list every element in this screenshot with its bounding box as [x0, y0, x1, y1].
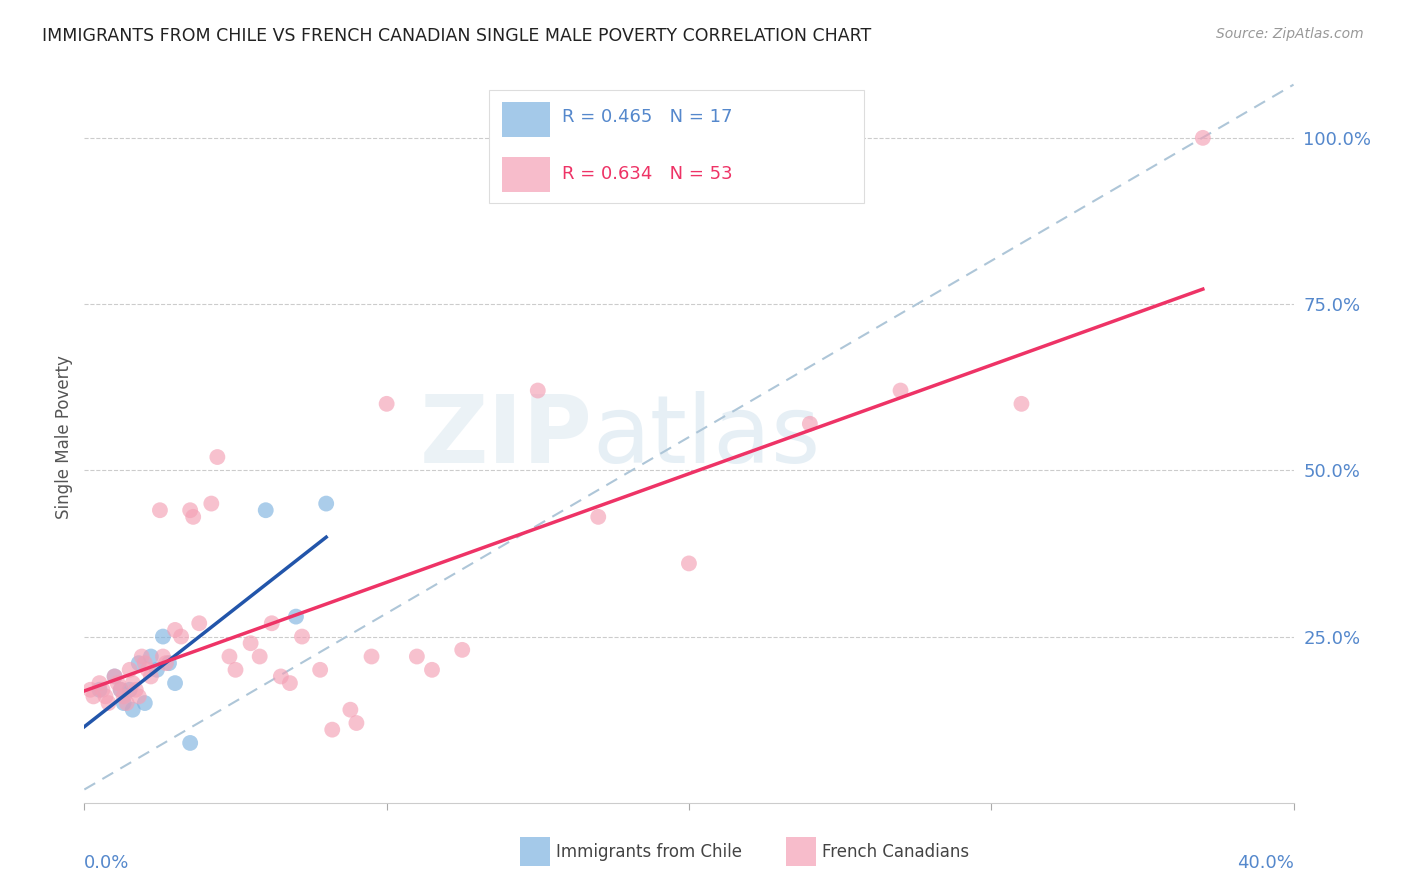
Point	[278, 676, 301, 690]
Text: 40.0%: 40.0%	[1237, 854, 1294, 872]
Point	[89, 676, 111, 690]
Bar	[520, 838, 550, 866]
FancyBboxPatch shape	[489, 90, 865, 203]
Point	[128, 690, 150, 704]
Bar	[786, 838, 815, 866]
Point	[136, 663, 159, 677]
Text: atlas: atlas	[592, 391, 821, 483]
Point	[181, 509, 204, 524]
Y-axis label: Single Male Poverty: Single Male Poverty	[55, 355, 73, 519]
Point	[146, 663, 169, 677]
Point	[112, 690, 135, 704]
Point	[225, 663, 247, 677]
Point	[270, 669, 292, 683]
Point	[112, 696, 135, 710]
Point	[134, 656, 156, 670]
Point	[291, 630, 314, 644]
Point	[207, 450, 229, 464]
Point	[360, 649, 382, 664]
Point	[799, 417, 821, 431]
Text: Immigrants from Chile: Immigrants from Chile	[555, 843, 742, 861]
Point	[249, 649, 271, 664]
Point	[315, 497, 337, 511]
Text: ZIP: ZIP	[419, 391, 592, 483]
Point	[152, 649, 174, 664]
Point	[94, 690, 117, 704]
Point	[890, 384, 912, 398]
Point	[339, 703, 361, 717]
Bar	[502, 157, 550, 192]
Point	[97, 696, 120, 710]
Text: Source: ZipAtlas.com: Source: ZipAtlas.com	[1216, 27, 1364, 41]
Point	[165, 623, 187, 637]
Point	[285, 609, 308, 624]
Point	[527, 384, 550, 398]
Point	[139, 669, 162, 683]
Point	[118, 663, 141, 677]
Point	[91, 682, 114, 697]
Point	[121, 703, 143, 717]
Point	[104, 669, 127, 683]
Point	[157, 656, 180, 670]
Point	[104, 669, 127, 683]
Point	[89, 682, 111, 697]
Point	[134, 696, 156, 710]
Point	[239, 636, 262, 650]
Point	[188, 616, 211, 631]
Point	[451, 643, 474, 657]
Point	[110, 682, 132, 697]
Point	[165, 676, 187, 690]
Text: IMMIGRANTS FROM CHILE VS FRENCH CANADIAN SINGLE MALE POVERTY CORRELATION CHART: IMMIGRANTS FROM CHILE VS FRENCH CANADIAN…	[42, 27, 872, 45]
Point	[588, 509, 610, 524]
Point	[110, 682, 132, 697]
Point	[420, 663, 443, 677]
Point	[309, 663, 332, 677]
Bar	[502, 102, 550, 137]
Text: 0.0%: 0.0%	[84, 854, 129, 872]
Point	[218, 649, 240, 664]
Point	[149, 503, 172, 517]
Point	[155, 656, 177, 670]
Point	[1192, 131, 1215, 145]
Text: R = 0.465   N = 17: R = 0.465 N = 17	[562, 109, 733, 127]
Point	[115, 696, 138, 710]
Point	[254, 503, 277, 517]
Point	[678, 557, 700, 571]
Point	[375, 397, 398, 411]
Point	[82, 690, 104, 704]
Point	[152, 630, 174, 644]
Point	[107, 676, 129, 690]
Point	[139, 649, 162, 664]
Point	[170, 630, 193, 644]
Point	[121, 676, 143, 690]
Text: R = 0.634   N = 53: R = 0.634 N = 53	[562, 165, 733, 183]
Point	[1011, 397, 1033, 411]
Point	[260, 616, 283, 631]
Point	[200, 497, 222, 511]
Point	[79, 682, 101, 697]
Point	[179, 503, 201, 517]
Point	[118, 682, 141, 697]
Point	[131, 649, 153, 664]
Text: French Canadians: French Canadians	[823, 843, 969, 861]
Point	[125, 682, 148, 697]
Point	[346, 716, 368, 731]
Point	[179, 736, 201, 750]
Point	[321, 723, 343, 737]
Point	[128, 656, 150, 670]
Point	[406, 649, 429, 664]
